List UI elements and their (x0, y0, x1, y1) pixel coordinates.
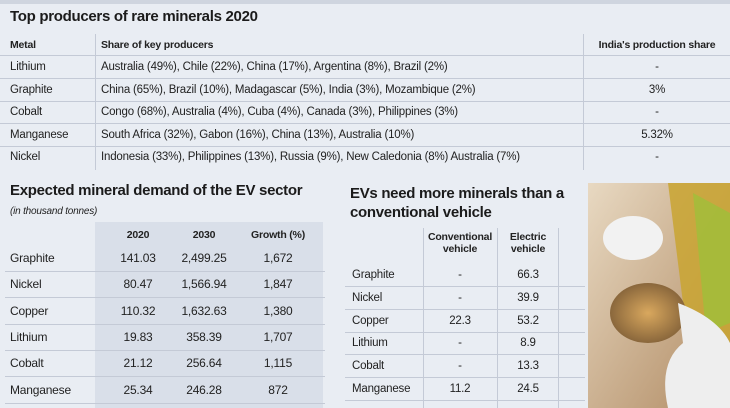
india-share: 3% (648, 83, 666, 96)
metal-name: Lithium (10, 61, 46, 73)
column-header: India's production share (598, 39, 716, 51)
metal-name: Copper (352, 314, 389, 327)
column-header: 2030 (192, 229, 216, 241)
india-share: - (655, 106, 659, 118)
metal-name: Nickel (10, 151, 41, 163)
col-divider (423, 228, 424, 408)
ev-value: - (458, 360, 462, 373)
col-divider (95, 34, 96, 170)
row-divider (0, 55, 730, 56)
metal-name: Manganese (352, 383, 411, 395)
metal-name: Manganese (10, 382, 71, 397)
india-share: - (655, 151, 659, 163)
row-divider (345, 331, 585, 333)
demand-value: 872 (268, 382, 288, 397)
row-divider (5, 349, 325, 351)
row-divider (0, 123, 730, 124)
row-divider (0, 100, 730, 102)
india-share: - (655, 61, 659, 73)
ev-value: - (458, 291, 462, 304)
row-divider (5, 323, 325, 325)
metal-name: Graphite (10, 83, 53, 96)
metal-name: Nickel (10, 277, 42, 292)
india-share: 5.32% (641, 128, 673, 141)
demand-value: 110.32 (120, 303, 156, 318)
ev-value: 39.9 (517, 291, 539, 304)
photo (588, 183, 730, 408)
ev-value: 66.3 (517, 269, 539, 281)
row-divider (0, 78, 730, 79)
metal-name: Copper (10, 303, 49, 318)
demand-value: 1,566.94 (181, 277, 227, 292)
ev-value: 8.9 (520, 337, 536, 350)
producer-shares: South Africa (32%), Gabon (16%), China (… (101, 128, 415, 141)
row-divider (345, 354, 585, 356)
demand-value: 1,847 (263, 277, 293, 292)
demand-value: 246.28 (186, 382, 222, 397)
ev-value: 13.3 (517, 360, 539, 373)
metal-name: Graphite (10, 251, 55, 265)
producer-shares: China (65%), Brazil (10%), Madagascar (5… (101, 83, 476, 96)
row-divider (345, 308, 585, 310)
demand-value: 19.83 (123, 329, 153, 344)
metal-name: Cobalt (10, 106, 43, 118)
demand-value: 1,632.63 (181, 303, 227, 318)
demand-value: 1,380 (263, 303, 293, 318)
column-header: Metal (10, 39, 36, 51)
ev-value: - (458, 269, 462, 281)
metal-name: Graphite (352, 269, 395, 281)
ev-value: 22.3 (449, 314, 471, 327)
row-divider (5, 376, 325, 378)
producer-shares: Indonesia (33%), Philippines (13%), Russ… (101, 151, 520, 163)
demand-value: 1,707 (263, 329, 293, 344)
top-border (0, 0, 730, 4)
demand-value: 141.03 (120, 251, 156, 265)
column-header: Electric vehicle (509, 231, 547, 255)
metal-name: Lithium (10, 329, 48, 344)
metal-name: Lithium (352, 337, 388, 350)
demand-value: 2,499.25 (181, 251, 227, 265)
column-header: Share of key producers (101, 39, 214, 51)
row-divider (345, 377, 585, 379)
producer-shares: Congo (68%), Australia (4%), Cuba (4%), … (101, 106, 458, 118)
subtitle: (in thousand tonnes) (10, 206, 98, 217)
column-header: Conventional vehicle (427, 231, 493, 255)
demand-value: 21.12 (123, 356, 153, 371)
col-divider (583, 34, 584, 170)
demand-value: 80.47 (123, 277, 153, 292)
producer-shares: Australia (49%), Chile (22%), China (17%… (101, 61, 448, 73)
metal-name: Nickel (352, 291, 383, 304)
col-divider (558, 228, 559, 408)
row-divider (0, 145, 730, 147)
ev-value: 11.2 (449, 383, 471, 395)
col-divider (497, 228, 498, 408)
section-title: Expected mineral demand of the EV sector (10, 182, 303, 199)
demand-value: 358.39 (186, 329, 222, 344)
ev-value: 53.2 (517, 314, 539, 327)
row-divider (5, 271, 325, 272)
ev-value: 24.5 (517, 383, 539, 395)
row-divider (345, 286, 585, 287)
metal-name: Manganese (10, 128, 69, 141)
section-title: Top producers of rare minerals 2020 (10, 8, 258, 25)
demand-value: 1,672 (263, 251, 293, 265)
demand-value: 1,115 (263, 356, 293, 371)
row-divider (5, 297, 325, 299)
row-divider (345, 400, 585, 401)
metal-name: Cobalt (352, 360, 385, 373)
ev-value: - (458, 337, 462, 350)
demand-value: 25.34 (123, 382, 153, 397)
section-title: EVs need more minerals than a convention… (350, 185, 564, 221)
metal-name: Cobalt (10, 356, 44, 371)
row-divider (5, 402, 325, 404)
column-header: 2020 (126, 229, 150, 241)
column-header: Growth (%) (251, 229, 305, 241)
demand-value: 256.64 (186, 356, 222, 371)
